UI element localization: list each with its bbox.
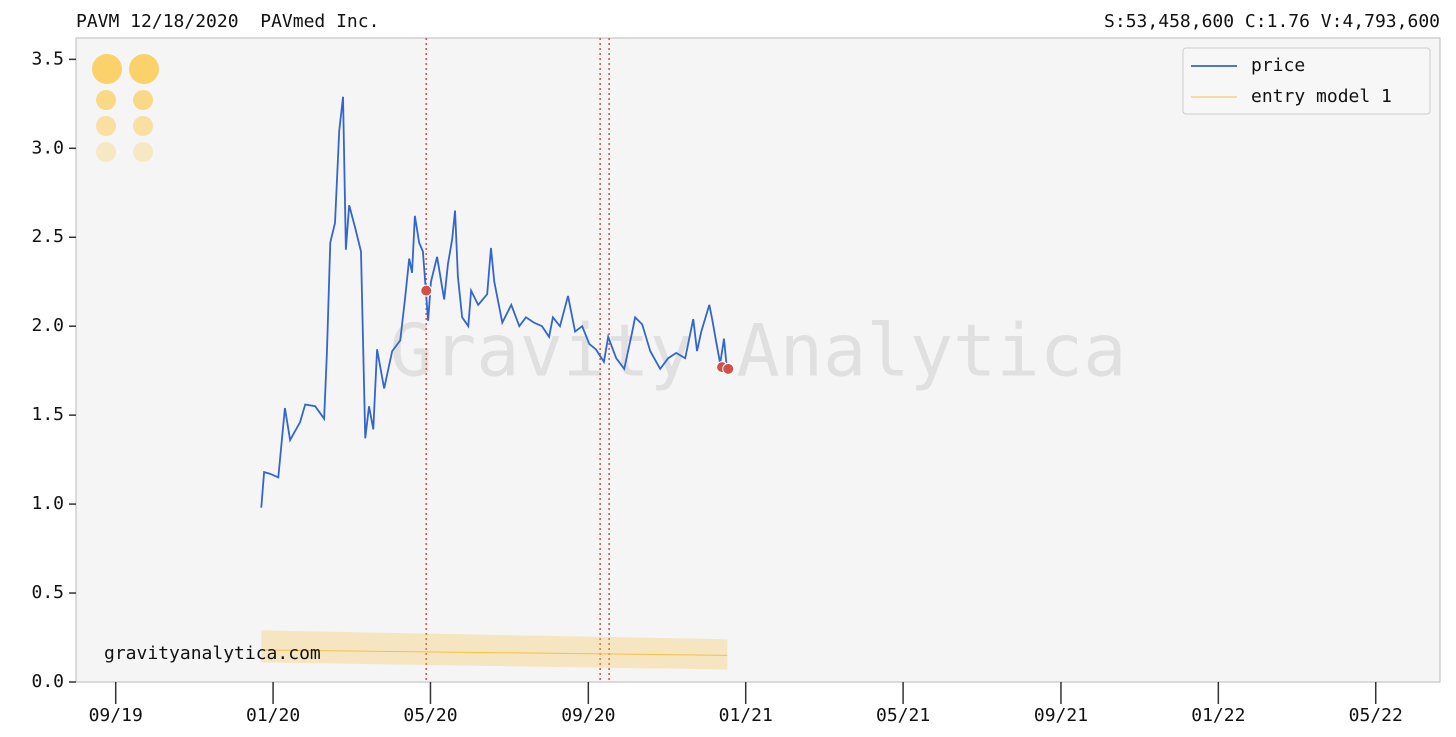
x-tick-label: 05/22 xyxy=(1349,705,1403,726)
x-tick-label: 01/22 xyxy=(1191,705,1245,726)
x-tick-label: 01/20 xyxy=(246,705,300,726)
chart-subtitle: S:53,458,600 C:1.76 V:4,793,600 xyxy=(1104,11,1440,32)
legend: price entry model 1 xyxy=(1182,47,1431,115)
legend-label: entry model 1 xyxy=(1251,86,1392,107)
y-tick-label: 2.5 xyxy=(31,226,64,247)
x-tick-label: 09/21 xyxy=(1034,705,1088,726)
signal-marker xyxy=(722,362,735,375)
legend-box xyxy=(1182,47,1431,115)
band xyxy=(261,630,728,670)
plot-area xyxy=(75,37,1441,683)
y-tick-label: 1.0 xyxy=(31,493,64,514)
x-tick-label: 05/21 xyxy=(876,705,930,726)
y-tick-label: 1.5 xyxy=(31,404,64,425)
x-tick-label: 09/19 xyxy=(89,705,143,726)
y-tick-label: 0.5 xyxy=(31,582,64,603)
footer-text: gravityanalytica.com xyxy=(104,643,321,664)
y-tick-label: 3.0 xyxy=(31,137,64,158)
watermark: Gravity Analytica xyxy=(390,309,1127,393)
series-line xyxy=(261,649,728,656)
signal-marker xyxy=(420,284,433,297)
legend-label: price xyxy=(1251,55,1305,76)
x-tick-label: 01/21 xyxy=(719,705,773,726)
y-tick-label: 3.5 xyxy=(31,48,64,69)
x-tick-label: 09/20 xyxy=(561,705,615,726)
chart-title: PAVM 12/18/2020 PAVmed Inc. xyxy=(76,11,379,32)
y-tick-label: 2.0 xyxy=(31,315,64,336)
series-line xyxy=(260,96,729,508)
y-tick-label: 0.0 xyxy=(31,671,64,692)
x-tick-label: 05/20 xyxy=(403,705,457,726)
logo xyxy=(92,54,159,162)
